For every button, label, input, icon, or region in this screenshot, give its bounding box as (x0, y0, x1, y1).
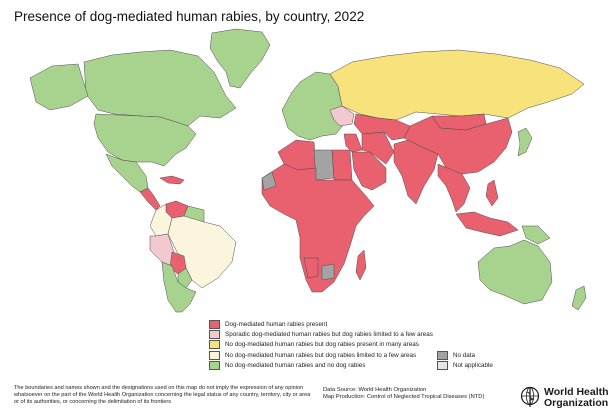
legend-label: No dog-mediated human rabies but dog rab… (225, 351, 417, 359)
region-china (403, 115, 513, 175)
region-middle-east (343, 133, 363, 153)
legend-label: No dog-mediated human rabies but dog rab… (225, 341, 419, 349)
who-wordmark-line2: Organization (544, 397, 609, 409)
region-papua-new-guinea (521, 225, 551, 245)
region-australia (477, 239, 553, 305)
region-central-asia (353, 113, 411, 141)
region-greenland (209, 28, 271, 89)
region-southeast-asia (437, 163, 471, 213)
region-central-america (139, 187, 161, 211)
region-namibia (303, 257, 319, 279)
legend-item-sporadic: Sporadic dog-mediated human rabies but d… (209, 330, 433, 340)
who-wordmark-line1: World Health (544, 386, 609, 398)
region-argentina-chile (161, 261, 197, 313)
legend-label: No data (453, 351, 476, 359)
legend-item-none: No dog-mediated human rabies and no dog … (209, 360, 366, 370)
legend-label: Not applicable (453, 361, 493, 369)
region-united-states (93, 113, 197, 167)
region-canada (83, 49, 237, 127)
legend-item-in-many-areas: No dog-mediated human rabies but dog rab… (209, 340, 419, 350)
region-sub-saharan-africa (261, 163, 375, 293)
region-japan (517, 127, 533, 157)
legend-label: No dog-mediated human rabies and no dog … (225, 361, 366, 369)
region-paraguay (177, 267, 193, 289)
legend-swatch (437, 350, 448, 360)
map-production-credit: Map Production: Control of Neglected Tro… (323, 394, 485, 400)
who-wordmark: World Health Organization (544, 387, 609, 409)
world-map (0, 25, 615, 315)
region-philippines (485, 179, 499, 207)
who-logo: World Health Organization (520, 384, 615, 409)
page-title: Presence of dog-mediated human rabies, b… (14, 9, 365, 24)
legend-swatch (209, 340, 220, 350)
legend-swatch (209, 330, 220, 340)
region-libya (313, 149, 335, 181)
map-disclaimer: The boundaries and names shown and the d… (14, 385, 311, 405)
region-new-zealand (571, 285, 587, 311)
legend-swatch (209, 360, 220, 370)
region-indonesia (455, 211, 519, 237)
legend-swatch (437, 360, 448, 370)
region-southern-africa-gap (321, 263, 335, 281)
legend-label: Dog-mediated human rabies present (225, 321, 328, 328)
legend-item-no-data: No data (437, 350, 476, 360)
legend-item-limited-few-areas: No dog-mediated human rabies but dog rab… (209, 350, 417, 360)
region-west-sahara (261, 171, 277, 191)
legend-item-not-applicable: Not applicable (437, 360, 493, 370)
region-arabian-peninsula (351, 151, 387, 191)
region-madagascar (355, 249, 367, 281)
legend-swatch (209, 320, 220, 329)
map-legend: Dog-mediated human rabies present Sporadi… (209, 320, 609, 375)
map-credits: Data Source: World Health Organization M… (323, 387, 513, 409)
world-map-svg (0, 25, 615, 315)
legend-item-present: Dog-mediated human rabies present (209, 320, 327, 329)
legend-label: Sporadic dog-mediated human rabies but d… (225, 331, 433, 339)
region-alaska (29, 63, 89, 111)
who-emblem-icon (520, 386, 540, 407)
region-caribbean (159, 175, 185, 185)
region-brazil (167, 215, 237, 289)
legend-swatch (209, 350, 220, 360)
region-egypt (331, 149, 353, 181)
data-source-credit: Data Source: World Health Organization (323, 387, 427, 393)
